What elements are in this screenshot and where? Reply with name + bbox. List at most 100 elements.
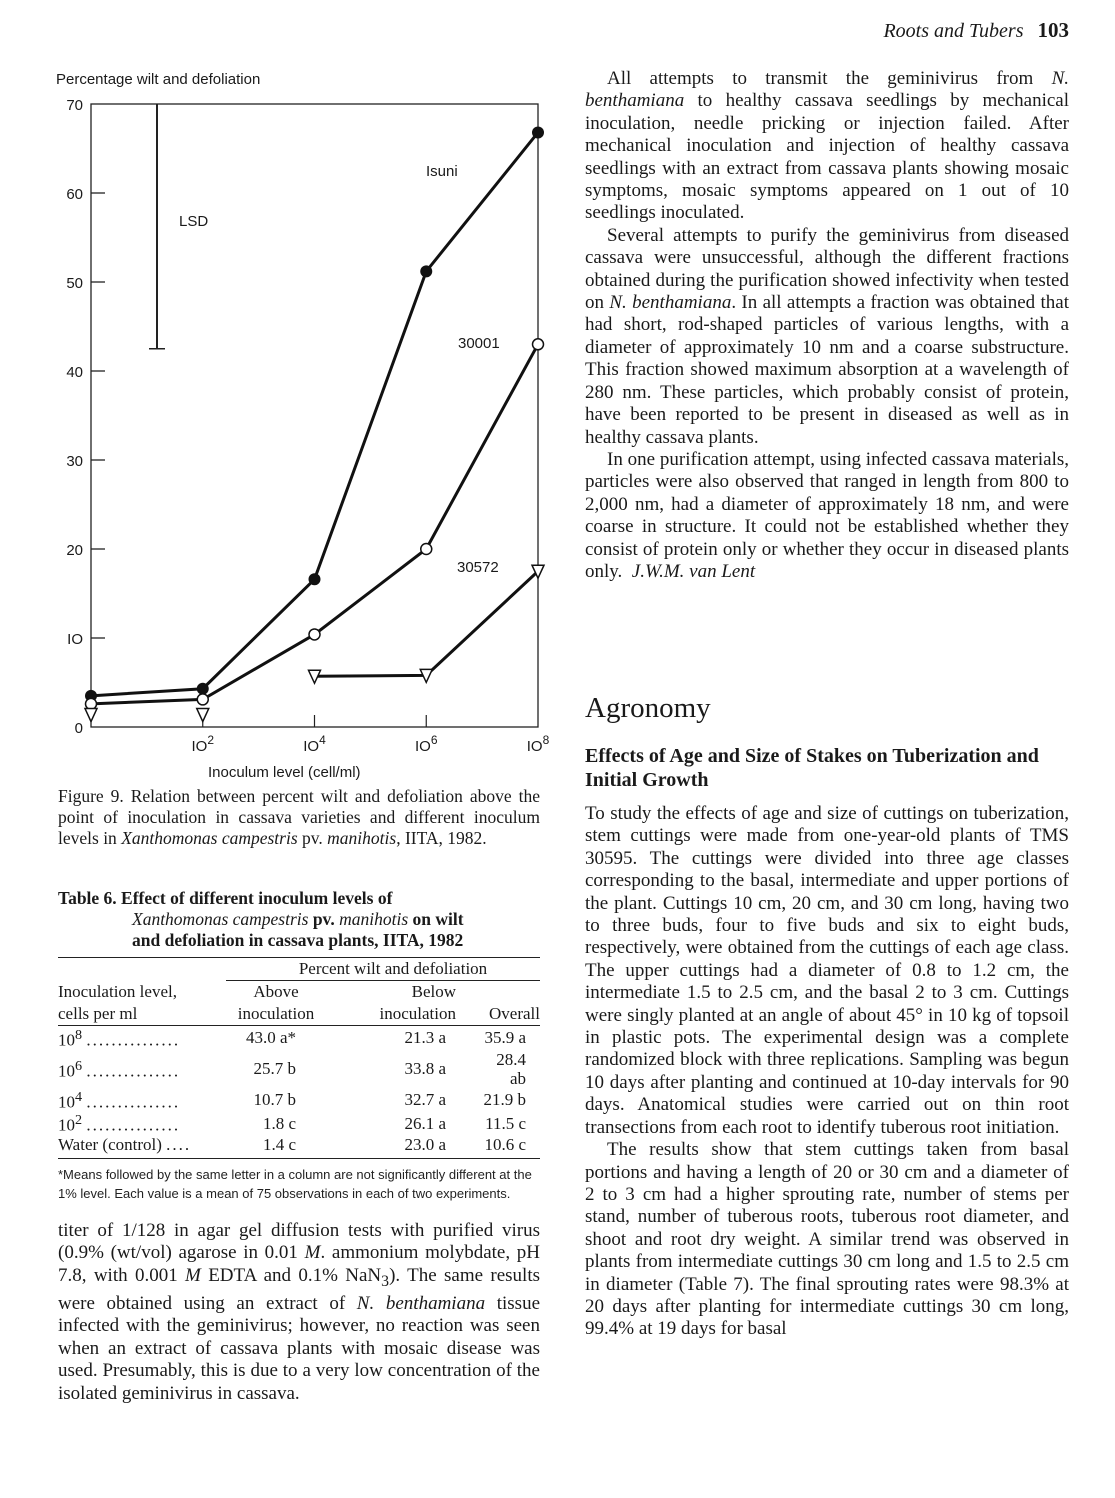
leader-dots: ............... [86, 1115, 181, 1135]
paragraph: Several attempts to purify the geminivir… [585, 224, 1069, 448]
data-point [532, 126, 544, 139]
data-point [419, 668, 434, 685]
cell-overall: 21.9 b [483, 1089, 527, 1109]
lsd-label: LSD [179, 213, 208, 230]
leader-dots: ............... [86, 1092, 181, 1112]
table-footnote: *Means followed by the same letter in a … [58, 1166, 532, 1201]
row-level-exp: 6 [75, 1057, 83, 1074]
table-title-line-3: and defoliation in cassava plants, IITA,… [132, 930, 464, 950]
axis-ticks [91, 192, 427, 727]
col-header-below-2: inoculation [326, 1003, 476, 1026]
x-tick-label: IO8 [527, 733, 550, 755]
col-header-below-1: Below [411, 982, 456, 1001]
x-tick-label: IO2 [191, 733, 214, 755]
row-level: 10 [58, 1092, 75, 1112]
y-tick-label: 40 [66, 364, 83, 381]
data-point [196, 682, 209, 695]
y-tick-labels: 0 IO 20 30 40 50 60 70 [66, 97, 83, 737]
data-point [195, 707, 210, 724]
y-tick-label: 0 [75, 720, 83, 737]
series-30572: 30572 [83, 559, 546, 724]
cell-above: 10.7 b [253, 1089, 297, 1109]
author-signature: J.W.M. van Lent [631, 560, 756, 582]
right-column-text: All attempts to transmit the geminivirus… [585, 68, 1069, 583]
page-number: 103 [1037, 18, 1070, 42]
row-level: 10 [58, 1061, 75, 1081]
series-line [314, 570, 540, 678]
cell-overall: 10.6 c [476, 1134, 540, 1159]
caption-suffix: , IITA, 1982. [396, 828, 487, 848]
data-point [84, 697, 98, 711]
table-title-pathovar: manihotis [339, 909, 409, 929]
cell-above: 1.4 c [226, 1134, 326, 1159]
left-body-paragraph: titer of 1/128 in agar gel diffusion tes… [58, 1220, 540, 1404]
table-title: Table 6. Effect of different inoculum le… [58, 888, 540, 951]
row-level: 10 [58, 1115, 75, 1135]
paragraph: The results show that stem cuttings take… [585, 1139, 1069, 1340]
span-header: Percent wilt and defoliation [226, 957, 540, 981]
cell-overall: 11.5 c [485, 1113, 526, 1133]
table-row: 106 ............... 25.7 b 33.8 a 28.4 a… [58, 1050, 540, 1088]
leader-dots: .... [166, 1134, 192, 1154]
article-subheading: Effects of Age and Size of Stakes on Tub… [585, 745, 1039, 791]
series-line [90, 131, 540, 698]
row-level-exp: 2 [75, 1112, 83, 1129]
table-title-end: on wilt [408, 909, 464, 929]
cell-overall: 35.9 a [484, 1028, 526, 1048]
data-point [530, 564, 546, 581]
table-row: 102 ............... 1.8 c 26.1 a 11.5 c [58, 1111, 540, 1135]
figure-9-chart: Percentage wilt and defoliation LSD Isun… [56, 71, 550, 781]
table-title-line-2: Xanthomonas campestris pv. manihotis on … [58, 909, 540, 930]
col-header-level-1: Inoculation level, [58, 981, 177, 1001]
data-point [308, 573, 321, 586]
data-point [83, 707, 99, 724]
cell-overall: 28.4 ab [496, 1049, 526, 1088]
row-level-exp: 4 [75, 1088, 83, 1105]
data-point [307, 669, 322, 686]
series-30001: 30001 [84, 335, 545, 711]
page-header: Roots and Tubers 103 [883, 18, 1069, 43]
y-axis-label: Percentage wilt and defoliation [56, 71, 260, 88]
data-point [420, 542, 433, 556]
caption-organism: Xanthomonas campestris [121, 828, 298, 848]
series-label: 30572 [457, 559, 499, 576]
col-header-level-2: cells per ml [58, 1003, 226, 1026]
agronomy-body: To study the effects of age and size of … [585, 803, 1069, 1341]
data-point [308, 628, 321, 641]
table-title-pv: pv. [308, 909, 340, 929]
paragraph: All attempts to transmit the geminivirus… [585, 68, 1069, 224]
series-label: Isuni [426, 163, 458, 180]
cell-below: 26.1 a [404, 1113, 446, 1133]
col-header-above-2: inoculation [226, 1003, 326, 1026]
y-tick-label: 70 [66, 97, 83, 114]
x-axis-label: Inoculum level (cell/ml) [208, 764, 361, 781]
cell-below: 32.7 a [404, 1089, 446, 1109]
data-point [196, 693, 209, 706]
cell-below: 23.0 a [326, 1134, 476, 1159]
col-header-overall: Overall [476, 1003, 540, 1026]
table-row: Water (control) .... 1.4 c 23.0 a 10.6 c [58, 1134, 540, 1159]
cell-above: 43.0 a* [245, 1028, 296, 1048]
table-title-line-1: Table 6. Effect of different inoculum le… [58, 888, 393, 908]
cell-above: 1.8 c [262, 1113, 296, 1133]
table-6: Table 6. Effect of different inoculum le… [58, 888, 540, 1203]
row-level: 10 [58, 1030, 75, 1050]
y-tick-label: 20 [66, 542, 83, 559]
table-row: 108 ............... 43.0 a* 21.3 a 35.9 … [58, 1026, 540, 1050]
paragraph: In one purification attempt, using infec… [585, 448, 1069, 582]
running-head: Roots and Tubers [883, 20, 1024, 42]
section-heading: Agronomy [585, 692, 711, 724]
table-6-grid: Percent wilt and defoliation Inoculation… [58, 957, 540, 1159]
caption-text: Figure 9. Relation between percent wilt … [58, 786, 540, 848]
row-level: Water (control) [58, 1134, 162, 1154]
table-row: 104 ............... 10.7 b 32.7 a 21.9 b [58, 1088, 540, 1112]
data-point [531, 338, 545, 351]
data-point [420, 265, 433, 278]
lsd-bar [149, 104, 165, 350]
x-tick-label: IO6 [415, 733, 438, 755]
paragraph: To study the effects of age and size of … [585, 803, 1069, 1138]
caption-pathovar: manihotis [327, 828, 397, 848]
row-level-exp: 8 [75, 1027, 83, 1043]
leader-dots: ............... [86, 1061, 181, 1081]
series-label: 30001 [458, 335, 500, 352]
